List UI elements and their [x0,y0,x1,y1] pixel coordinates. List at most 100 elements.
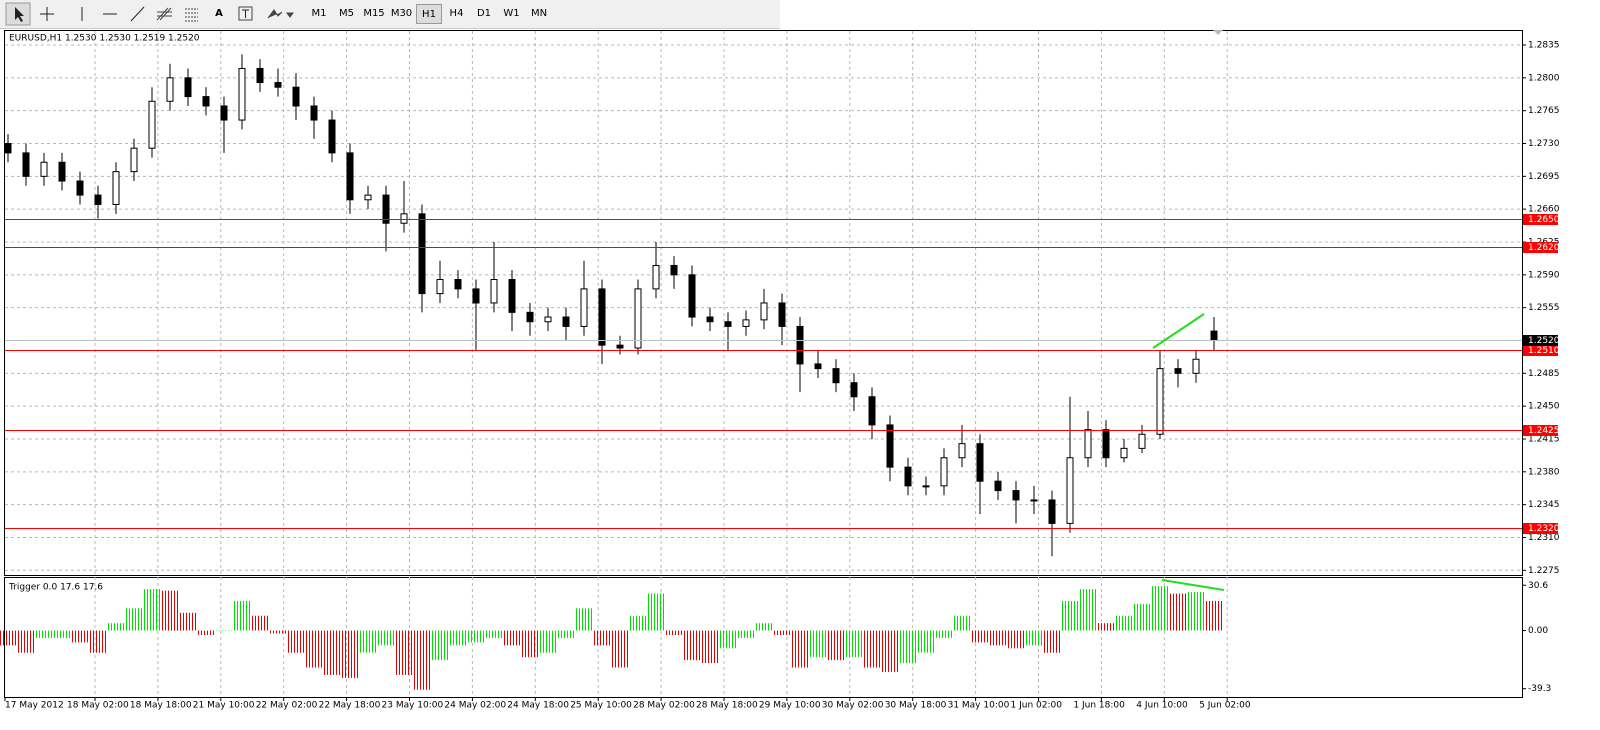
candle-body [490,279,498,304]
candle-body [346,152,354,201]
histogram-bar [431,630,449,661]
y-tick-label: 1.2485 [1528,369,1560,379]
histogram-bar [233,600,251,631]
candle-body [292,86,300,107]
candle-body [940,457,948,487]
crosshair-icon[interactable] [40,7,54,21]
x-tick-label: 22 May 18:00 [319,701,381,711]
histogram-bar [323,630,341,675]
bid-label-box [1523,335,1558,346]
histogram-bar [971,630,989,643]
histogram-bar [827,630,845,661]
timeframe-button[interactable]: H1 [416,4,442,24]
candle-body [976,443,984,482]
histogram-bar [503,630,521,646]
shapes-icon[interactable] [267,9,294,19]
bid-label: 1.2520 [1528,336,1560,346]
x-tick-label: 29 May 10:00 [759,701,821,711]
candle-body [274,82,282,88]
candle-body [4,143,12,154]
histogram-bar [809,630,827,658]
candle-body [742,319,750,327]
timeframe-button[interactable]: M5 [339,8,354,19]
histogram-bar [341,630,359,678]
y-tick-label: 1.2765 [1528,106,1560,116]
level-label-box [1523,345,1558,356]
x-tick-label: 28 May 02:00 [633,701,695,711]
fibo-icon[interactable] [185,8,198,22]
histogram-bar [881,630,899,672]
histogram-bar [989,630,1007,646]
histogram-bar [1169,593,1187,631]
channel-icon[interactable] [156,7,172,21]
histogram-bar [539,630,557,653]
candle-body [1102,429,1110,459]
candle-body [238,67,246,121]
histogram-bar [701,630,719,664]
histogram-bar [935,630,953,638]
histogram-bar [1025,630,1043,646]
candle-body [22,152,30,177]
timeframe-button[interactable]: H4 [449,8,464,19]
candle-body [634,288,642,349]
y-tick-label: 1.2800 [1528,73,1560,83]
timeframe-button[interactable]: D1 [476,8,492,19]
histogram-bar [665,630,683,635]
candle-body [1192,358,1200,374]
timeframe-button[interactable]: M1 [311,8,327,19]
label-icon[interactable] [238,6,253,21]
histogram-bar [251,615,269,631]
timeframe-button[interactable]: M30 [390,8,413,19]
x-tick-label: 24 May 18:00 [507,701,569,711]
y-tick-label: 1.2625 [1528,237,1560,247]
histogram-bar [359,630,377,653]
histogram-bar [899,630,917,664]
histogram-bar [485,630,503,638]
y-tick-label: 1.2695 [1528,172,1560,182]
y-tick-label: 1.2730 [1528,139,1560,149]
candle-body [58,161,66,182]
indicator-frame [4,577,1523,698]
candle-body [184,77,192,98]
candle-body [1174,368,1182,374]
x-tick-label: 21 May 10:00 [193,701,255,711]
level-label: 1.2510 [1528,346,1560,356]
shift-marker [1213,30,1223,35]
candle-body [1156,368,1164,435]
x-tick-label: 1 Jun 02:00 [1011,701,1063,711]
histogram-bar [107,623,125,631]
y-tick-label: 1.2660 [1528,205,1560,215]
histogram-bar [611,630,629,668]
histogram-bar [449,630,467,646]
y-tick-label: 1.2415 [1528,434,1560,444]
timeframe-button[interactable]: W1 [503,8,520,19]
candle-body [418,213,426,295]
histogram-bar [53,630,71,638]
candle-body [130,147,138,173]
text-tool[interactable]: A [215,8,223,19]
candle-body [1012,490,1020,501]
candle-body [148,100,156,149]
candle-body [652,264,660,290]
candle-body [580,288,588,327]
histogram-bar [845,630,863,658]
timeframe-button[interactable]: MN [530,8,548,19]
candle-body [364,194,372,201]
y-tick-label: 1.2555 [1528,303,1560,313]
histogram-bar [1187,592,1205,631]
candle-body [670,264,678,276]
candle-body [562,316,570,327]
histogram-bar [305,630,323,668]
trendline-icon[interactable] [130,6,145,22]
x-tick-label: 25 May 10:00 [570,701,632,711]
candle-body [1120,447,1128,459]
histogram-bar [773,630,791,635]
candle-body [94,194,102,205]
histogram-bar [683,630,701,661]
candle-body [508,279,516,313]
y-tick-label: 1.2310 [1528,533,1560,543]
histogram-bar [719,630,737,649]
timeframe-button[interactable]: M15 [363,8,385,19]
level-label-box [1523,242,1558,253]
